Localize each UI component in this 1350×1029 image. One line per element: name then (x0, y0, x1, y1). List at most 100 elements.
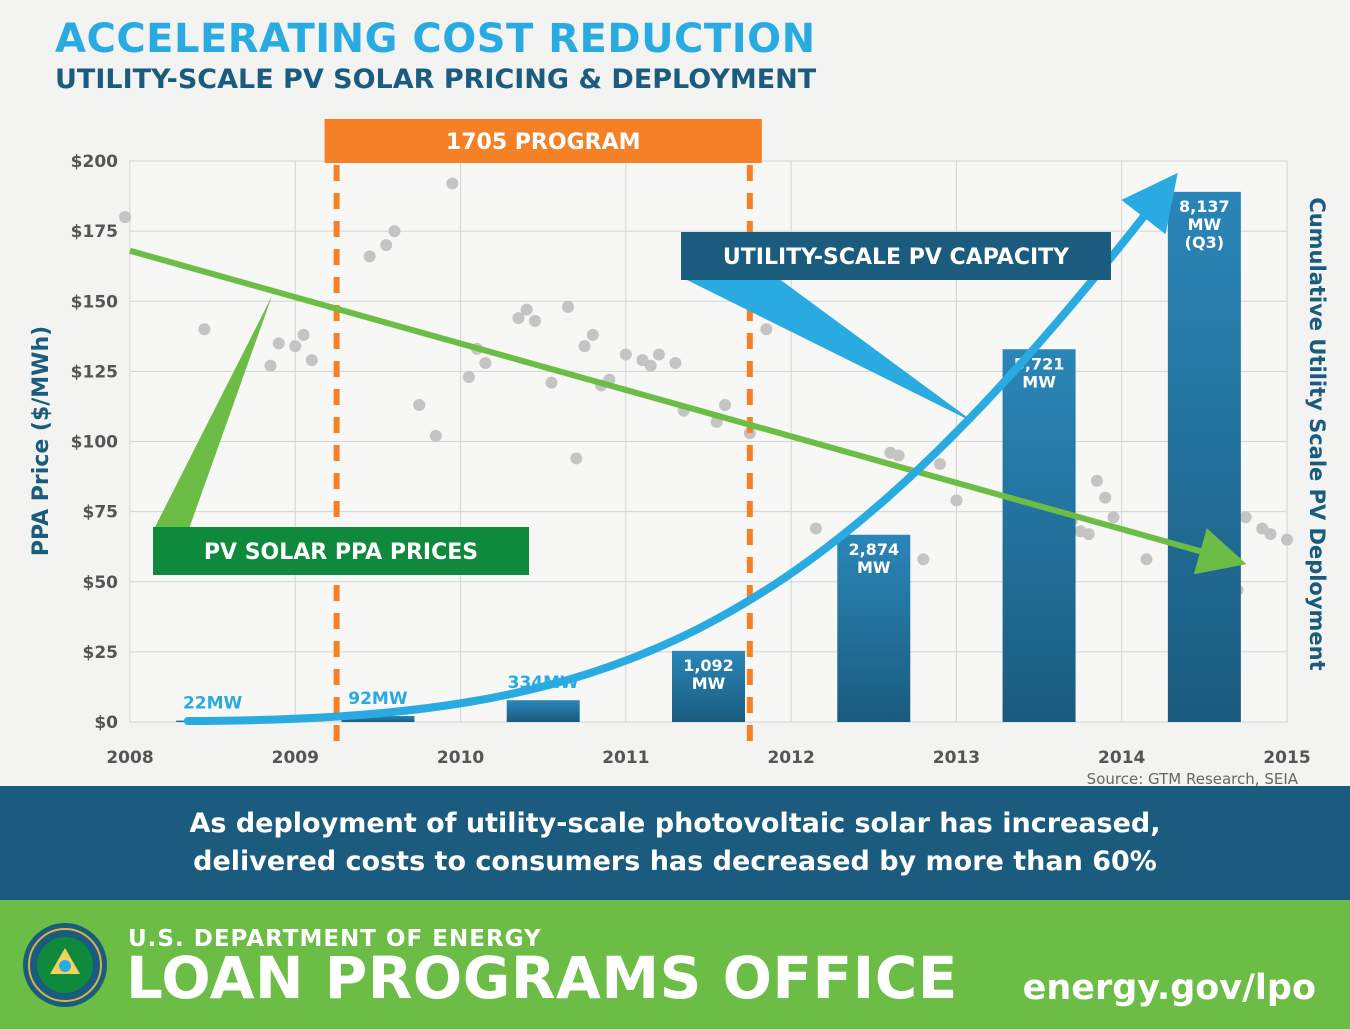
y-tick-label: $0 (94, 713, 118, 733)
x-tick-label: 2013 (933, 748, 980, 768)
scatter-point (1264, 528, 1277, 541)
bar-label: 2,874 (848, 540, 899, 559)
scatter-point (619, 348, 632, 361)
scatter-point (289, 340, 302, 353)
scatter-point (1140, 553, 1153, 566)
capacity-callout-label: UTILITY-SCALE PV CAPACITY (723, 245, 1070, 270)
callouts: PV SOLAR PPA PRICES UTILITY-SCALE PV CAPA… (153, 232, 1111, 575)
scatter-point (1281, 533, 1293, 546)
capacity-bars: 22MW 92MW334MW1,092MW2,874MW5,721MW8,137M… (176, 191, 1241, 723)
doe-seal-icon (23, 923, 107, 1007)
scatter-point (119, 211, 132, 224)
scatter-point (1099, 491, 1112, 504)
capacity-bar (1167, 191, 1241, 723)
scatter-point (760, 323, 773, 336)
bar-label: 1,092 (683, 656, 734, 675)
y-axis-label: PPA Price ($/MWh) (29, 326, 54, 556)
scatter-point (413, 399, 426, 412)
bar-label: MW (857, 558, 891, 577)
scatter-point (446, 177, 459, 190)
footer: U.S. DEPARTMENT OF ENERGY LOAN PROGRAMS … (0, 900, 1350, 1029)
bar-label: MW (692, 674, 726, 693)
scatter-point (562, 300, 575, 313)
program-label-box (324, 119, 762, 163)
ppa-callout-pointer (155, 296, 272, 540)
pv-chart: 22MW 92MW334MW1,092MW2,874MW5,721MW8,137M… (29, 119, 1329, 786)
ppa-trend-line (129, 247, 1247, 575)
scatter-point (272, 337, 285, 350)
program-label: 1705 PROGRAM (446, 130, 641, 155)
y-tick-label: $200 (71, 152, 118, 172)
website-link[interactable]: energy.gov/lpo (1022, 968, 1316, 1008)
y-tick-label: $75 (83, 503, 119, 523)
bar-label: 92MW (348, 689, 408, 709)
x-tick-label: 2012 (767, 748, 814, 768)
capacity-bar (1002, 349, 1076, 722)
summary-line-2: delivered costs to consumers has decreas… (193, 846, 1157, 877)
page-subtitle: UTILITY-SCALE PV SOLAR PRICING & DEPLOYM… (55, 64, 817, 95)
scatter-point (264, 359, 277, 372)
scatter-point (933, 457, 946, 470)
department-name: U.S. DEPARTMENT OF ENERGY (128, 926, 542, 952)
bar-label: 8,137 (1179, 197, 1230, 216)
y-tick-label: $25 (83, 643, 119, 663)
page-title: ACCELERATING COST REDUCTION (55, 16, 816, 62)
x-tick-label: 2009 (272, 748, 319, 768)
office-name: LOAN PROGRAMS OFFICE (126, 944, 958, 1012)
scatter-point (520, 303, 533, 316)
x-tick-label: 2008 (106, 748, 153, 768)
x-tick-label: 2015 (1263, 748, 1310, 768)
axes: $0 $25 $50 $75 $100 $125 $150 $175 $200 2008 2009 2… (29, 152, 1329, 786)
summary-line-1: As deployment of utility-scale photovolt… (189, 808, 1161, 839)
scatter-point (297, 328, 310, 341)
scatter-point (479, 356, 492, 369)
scatter-point (528, 314, 541, 327)
scatter-point (892, 449, 905, 462)
scatter-point (669, 356, 682, 369)
scatter-point (363, 250, 376, 263)
bar-label: (Q3) (1185, 233, 1224, 252)
x-tick-label: 2010 (437, 748, 484, 768)
scatter-point (429, 429, 442, 442)
capacity-bar (837, 534, 911, 722)
y-tick-label: $50 (83, 573, 119, 593)
y2-axis-label: Cumulative Utility Scale PV Deployment (1305, 197, 1329, 670)
scatter-point (719, 399, 732, 412)
scatter-point (586, 328, 599, 341)
capacity-callout-box (681, 232, 1111, 280)
scatter-point (809, 522, 822, 535)
scatter-point (1090, 474, 1103, 487)
scatter-point (950, 494, 963, 507)
scatter-point (1082, 528, 1095, 541)
capacity-callout-pointer (683, 278, 975, 423)
bar-label: 22MW (183, 694, 243, 714)
capacity-bar (506, 700, 580, 722)
scatter-point (198, 323, 211, 336)
capacity-bar (341, 716, 415, 722)
scatter-point (305, 354, 318, 367)
scatter-point (578, 340, 591, 353)
y-tick-label: $150 (71, 292, 118, 312)
capacity-bar (672, 650, 745, 722)
bar-label: MW (1022, 372, 1056, 391)
scatter-point (1107, 511, 1120, 524)
summary-band: As deployment of utility-scale photovolt… (0, 786, 1350, 900)
bar-label: MW (1188, 215, 1222, 234)
x-tick-label: 2011 (602, 748, 649, 768)
y-tick-label: $175 (71, 222, 118, 242)
scatter-point (570, 452, 583, 465)
y-tick-label: $100 (71, 433, 118, 453)
scatter-point (652, 348, 665, 361)
scatter-point (917, 553, 930, 566)
source-note: Source: GTM Research, SEIA (1087, 770, 1299, 786)
scatter-point (512, 312, 525, 325)
scatter-point (462, 370, 475, 383)
capacity-curve (183, 172, 1178, 726)
scatter-point (380, 239, 393, 252)
scatter-point (545, 376, 558, 389)
scatter-point (388, 225, 401, 238)
x-tick-label: 2014 (1098, 748, 1145, 768)
ppa-callout-box (153, 527, 529, 575)
trend-lines (129, 172, 1247, 726)
ppa-callout-label: PV SOLAR PPA PRICES (204, 540, 478, 565)
